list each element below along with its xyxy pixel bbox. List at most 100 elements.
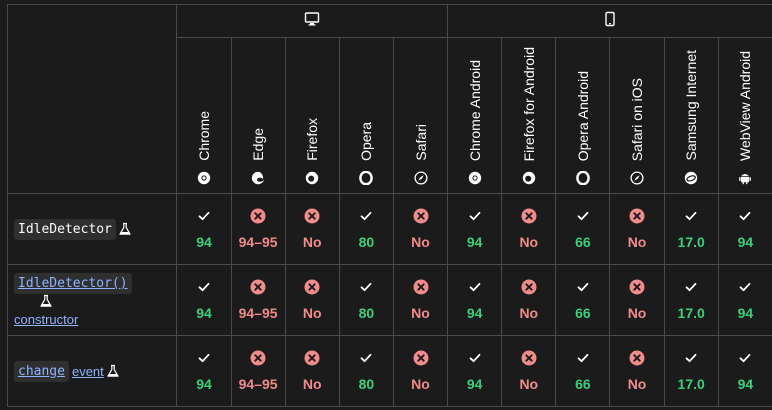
experimental-flask-icon (106, 364, 120, 378)
support-content: 94 (448, 194, 501, 250)
support-cell[interactable]: No (392, 264, 449, 336)
support-cell[interactable]: 94 (717, 335, 772, 407)
feature-name: change event (14, 360, 170, 382)
support-cell[interactable]: No (284, 264, 340, 336)
browser-name: Edge (250, 128, 267, 161)
support-content: No (394, 336, 447, 392)
cross-icon (304, 279, 320, 295)
support-cell[interactable]: No (609, 193, 665, 265)
opera-icon (359, 171, 374, 185)
support-cell[interactable]: 94 (717, 193, 772, 265)
support-content: 94–95 (232, 336, 285, 392)
support-cell[interactable]: 80 (338, 193, 394, 265)
support-cell[interactable]: 94 (447, 193, 503, 265)
support-cell[interactable]: No (284, 335, 340, 407)
support-content: 80 (340, 194, 393, 250)
support-cell[interactable]: 80 (338, 335, 394, 407)
support-cell[interactable]: 17.0 (663, 193, 719, 265)
browser-header-content: Samsung Internet (665, 38, 718, 193)
mobile-icon (602, 11, 618, 31)
support-cell[interactable]: 94 (176, 264, 232, 336)
version-label: No (627, 376, 647, 392)
feature-link[interactable]: IdleDetector() (14, 273, 132, 294)
version-label: 94 (737, 376, 754, 392)
check-icon (358, 208, 374, 224)
support-content: 94 (448, 336, 501, 392)
check-icon (575, 350, 591, 366)
version-label: 94 (196, 234, 212, 250)
check-icon (737, 279, 753, 295)
version-label: 94–95 (238, 376, 278, 392)
version-label: No (411, 234, 430, 250)
safari-icon (630, 171, 644, 185)
version-label: 94 (466, 234, 483, 250)
support-cell[interactable]: No (609, 264, 665, 336)
support-cell[interactable]: 66 (555, 264, 611, 336)
support-cell[interactable]: 17.0 (663, 264, 719, 336)
browser-name: WebView Android (737, 51, 754, 161)
support-cell[interactable]: No (392, 193, 449, 265)
support-cell[interactable]: 80 (338, 264, 394, 336)
support-cell[interactable]: 94 (176, 193, 232, 265)
version-label: No (411, 376, 430, 392)
support-content: 94 (719, 265, 772, 321)
browser-header-content: Safari (394, 38, 447, 193)
support-cell[interactable]: 17.0 (663, 335, 719, 407)
version-label: 94 (737, 305, 754, 321)
support-cell[interactable]: No (501, 264, 557, 336)
support-cell[interactable]: 94 (176, 335, 232, 407)
version-label: 80 (358, 234, 375, 250)
cross-icon (250, 208, 266, 224)
support-cell[interactable]: No (284, 193, 340, 265)
check-icon (467, 279, 483, 295)
feature-name-cell: IdleDetector (6, 193, 178, 265)
support-content: No (394, 194, 447, 250)
version-label: 94–95 (238, 305, 278, 321)
check-icon (196, 208, 212, 224)
check-icon (737, 350, 753, 366)
support-cell[interactable]: 94 (717, 264, 772, 336)
version-label: No (411, 305, 430, 321)
support-content: No (610, 194, 663, 250)
support-cell[interactable]: 94–95 (230, 264, 286, 336)
support-content: No (610, 265, 663, 321)
browser-header-row: Chrome Edge Firefox Opera Safari Chrome Andro… (8, 37, 772, 194)
feature-link[interactable]: change (14, 360, 69, 382)
table-row: IdleDetector() constructor 94 94–95 No 80 No 94… (6, 264, 772, 336)
browser-header-safari: Safari (392, 37, 449, 194)
platform-header-row (6, 4, 772, 194)
support-cell[interactable]: 66 (555, 335, 611, 407)
support-cell[interactable]: No (392, 335, 449, 407)
version-label: No (302, 376, 322, 392)
support-cell[interactable]: 94 (447, 264, 503, 336)
cross-icon (629, 350, 645, 366)
support-cell[interactable]: No (501, 193, 557, 265)
support-content: 94 (177, 194, 230, 250)
support-content: 94–95 (232, 194, 285, 250)
firefox-icon (305, 171, 319, 185)
browser-header-edge: Edge (230, 37, 286, 194)
support-content: No (502, 194, 555, 250)
browser-name: Chrome Android (466, 59, 483, 161)
version-label: 66 (575, 376, 591, 392)
check-icon (467, 350, 483, 366)
support-cell[interactable]: 94 (447, 335, 503, 407)
support-cell[interactable]: 94–95 (230, 335, 286, 407)
support-content: No (394, 265, 447, 321)
experimental-flask-icon (118, 222, 132, 236)
support-content: 80 (340, 336, 393, 392)
opera-icon (576, 171, 590, 185)
platform-desktop (176, 4, 449, 38)
support-cell[interactable]: 94–95 (230, 193, 286, 265)
browser-header-safari-on-ios: Safari on iOS (609, 37, 665, 194)
support-cell[interactable]: No (609, 335, 665, 407)
support-content: 94 (448, 265, 501, 321)
feature-link-suffix[interactable]: event (71, 363, 104, 379)
support-content: 66 (556, 336, 609, 392)
feature-link-suffix[interactable]: constructor (14, 312, 79, 327)
support-cell[interactable]: No (501, 335, 557, 407)
support-cell[interactable]: 66 (555, 193, 611, 265)
version-label: 17.0 (677, 376, 705, 392)
check-icon (196, 279, 212, 295)
version-label: 66 (575, 305, 591, 321)
